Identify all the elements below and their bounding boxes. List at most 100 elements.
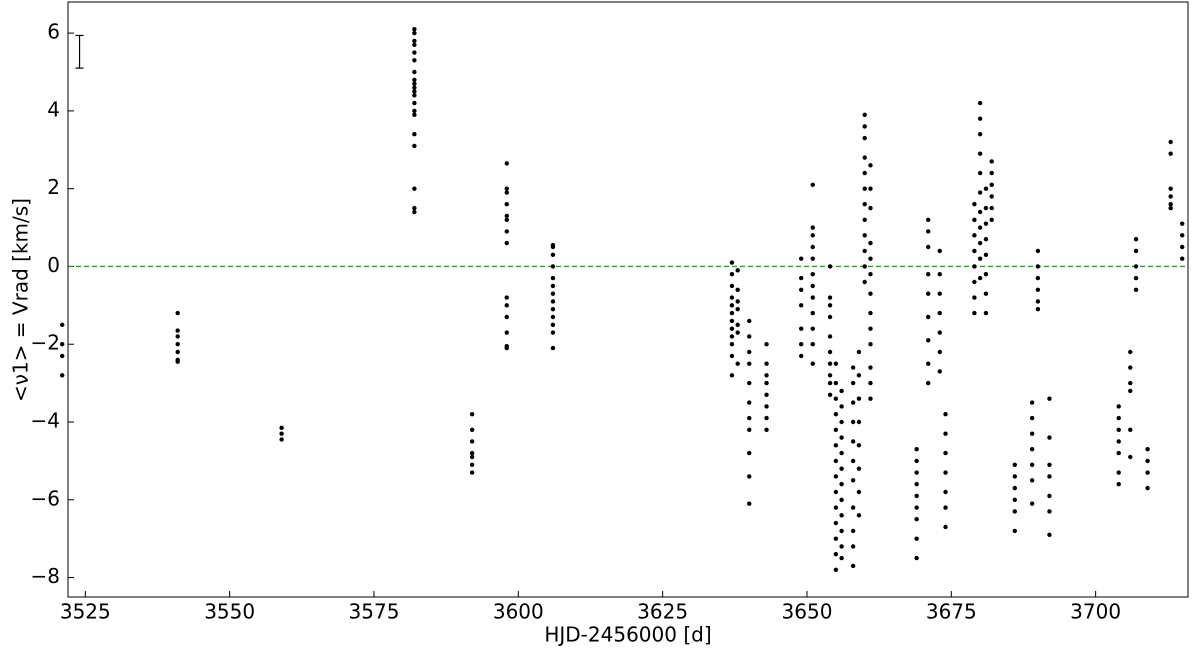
point [1128,380,1133,386]
point [735,299,740,304]
point [926,244,931,250]
point [839,513,844,518]
point [747,349,752,355]
point [983,272,989,277]
point [926,272,931,277]
point [412,30,417,36]
point [1128,427,1133,432]
x-tick-label: 3600 [493,600,544,624]
point [412,38,417,44]
point [1029,400,1035,405]
point [926,291,931,296]
y-tick-label: 0 [47,253,60,277]
point [868,365,873,370]
point [1035,275,1041,281]
x-tick-label: 3575 [349,600,400,624]
point [827,314,833,320]
point [937,310,942,316]
point [1128,388,1133,394]
point [972,279,977,285]
point [839,497,844,502]
point [729,295,735,300]
point [1116,427,1121,432]
point [839,482,844,487]
point [469,427,475,432]
point [977,100,983,106]
point [747,501,752,506]
point [937,248,942,254]
point [856,349,862,355]
point [850,458,856,464]
point [926,229,931,234]
point [798,275,804,281]
point [839,544,844,549]
point [1012,528,1018,534]
point [504,161,509,166]
point [550,244,556,250]
point [856,443,862,448]
point [1012,474,1018,479]
point [729,272,735,277]
point [735,330,740,335]
point [856,489,862,495]
point [764,380,769,386]
point [862,124,867,129]
point [850,419,856,425]
point [747,334,752,339]
point [798,256,804,261]
y-axis-label: <ν1> = Vrad [km/s] [9,198,33,402]
point [1029,462,1035,467]
point [504,186,509,191]
point [810,225,815,230]
point [469,439,475,444]
point [1012,462,1018,467]
x-tick-label: 3525 [60,600,111,624]
point [1029,478,1035,483]
point [943,412,948,417]
point [747,415,752,421]
point [914,482,919,487]
point [972,233,977,238]
point [833,567,839,572]
point [827,373,833,378]
point [469,462,475,467]
point [868,240,873,246]
point [926,217,931,222]
point [60,373,65,378]
point [764,373,769,378]
point [833,396,839,401]
point [469,454,475,460]
point [839,528,844,534]
point [868,186,873,191]
point [747,361,752,366]
point [550,283,556,289]
point [175,334,180,339]
point [550,291,556,296]
point [175,359,180,364]
point [729,353,735,359]
point [989,159,994,164]
point [60,322,65,327]
point [1035,287,1041,292]
point [839,450,844,456]
point [412,89,417,94]
point [412,108,417,114]
point [735,268,740,273]
point [1012,509,1018,514]
point [1029,447,1035,452]
point [60,353,65,359]
point [550,264,556,269]
point [977,170,983,176]
point [747,450,752,456]
point [1180,233,1185,238]
point [550,345,556,351]
point [810,182,815,187]
point [868,205,873,211]
point [977,209,983,215]
point [729,310,735,316]
point [868,272,873,277]
point [1168,151,1173,156]
y-tick-label: −2 [31,331,60,355]
point [469,470,475,475]
point [977,116,983,121]
